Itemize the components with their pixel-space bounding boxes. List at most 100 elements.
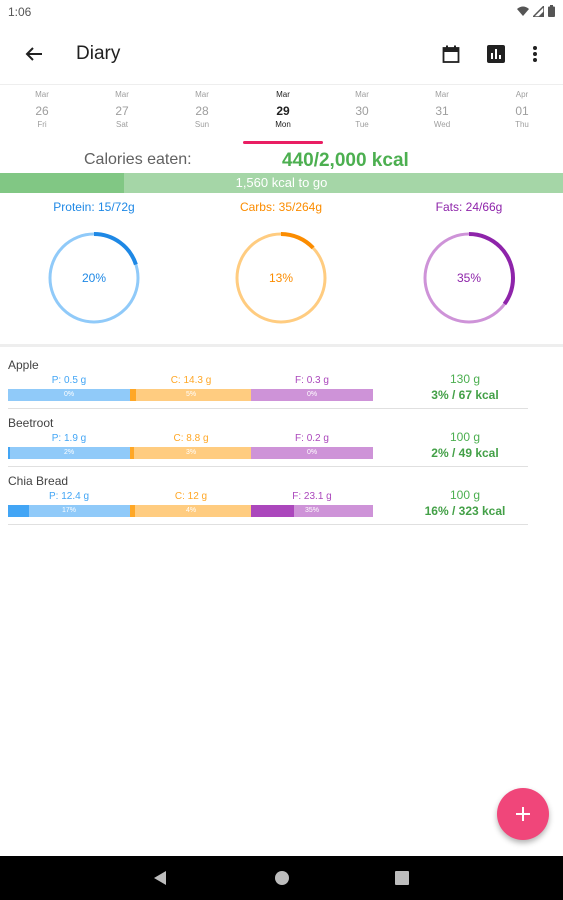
statistics-button[interactable] — [482, 40, 510, 68]
recents-square-icon — [395, 871, 409, 885]
date-weekday: Mon — [275, 120, 291, 129]
system-nav-bar — [0, 856, 563, 900]
date-cell-6[interactable]: Apr 01 Thu — [482, 87, 562, 145]
food-protein-text: P: 12.4 g — [48, 491, 90, 502]
status-time: 1:06 — [8, 5, 32, 19]
food-amount: 130 g — [449, 372, 481, 386]
food-protein-pct: 17% — [61, 507, 76, 514]
food-fats-pct: 0% — [306, 391, 318, 398]
food-protein-pct: 2% — [63, 449, 75, 456]
battery-icon — [548, 5, 555, 17]
date-weekday: Sat — [115, 120, 128, 129]
calories-progress-fill — [0, 173, 124, 193]
carbs-summary: Carbs: 35/264g 13% — [187, 200, 375, 326]
calendar-icon — [442, 45, 460, 63]
more-options-button[interactable] — [521, 40, 549, 68]
date-weekday: Tue — [355, 120, 369, 129]
food-protein-fill — [8, 505, 29, 517]
food-carbs-fill — [130, 389, 137, 401]
food-kcal: 3% / 67 kcal — [431, 388, 499, 402]
food-carbs-fill — [130, 447, 134, 459]
calories-progress-bar: 1,560 kcal to go — [0, 173, 563, 193]
food-row-apple[interactable]: Apple P: 0.5 g C: 14.3 g F: 0.3 g 0% 5% … — [0, 352, 563, 409]
carbs-ring: 13% — [235, 232, 327, 324]
food-name: Apple — [8, 358, 39, 372]
protein-percent: 20% — [82, 271, 106, 285]
date-cell-5[interactable]: Mar 31 Wed — [402, 87, 482, 145]
food-carbs-fill — [130, 505, 135, 517]
date-strip: Mar 26 Fri Mar 27 Sat Mar 28 Sun Mar 29 … — [0, 84, 563, 148]
food-fats-text: F: 0.2 g — [295, 433, 329, 444]
arrow-back-icon — [25, 47, 42, 61]
food-protein-fill — [8, 447, 11, 459]
food-fats-pct: 35% — [304, 507, 319, 514]
selected-date-indicator — [243, 141, 323, 144]
app-title: Diary — [76, 43, 121, 64]
fats-percent: 35% — [457, 271, 481, 285]
date-cell-selected[interactable]: Mar 29 Mon — [243, 87, 323, 145]
date-cell-2[interactable]: Mar 28 Sun — [162, 87, 242, 145]
nav-home-button[interactable] — [272, 868, 292, 888]
date-month: Mar — [115, 90, 129, 99]
fats-ring-progress — [423, 232, 515, 324]
date-day: 27 — [115, 104, 129, 118]
food-fats-bar: 0% — [251, 389, 373, 401]
food-amount: 100 g — [449, 430, 481, 444]
food-name: Beetroot — [8, 416, 54, 430]
date-day: 26 — [35, 104, 49, 118]
date-weekday: Wed — [433, 120, 451, 129]
date-month: Mar — [435, 90, 449, 99]
more-vert-icon — [533, 46, 537, 62]
section-divider — [0, 344, 563, 347]
date-weekday: Sun — [194, 120, 210, 129]
calories-remaining: 1,560 kcal to go — [235, 175, 328, 190]
food-amount: 100 g — [449, 488, 481, 502]
protein-ring-progress — [48, 232, 140, 324]
back-button[interactable] — [20, 40, 48, 68]
food-protein-bar: 17% — [8, 505, 130, 517]
food-row-beetroot[interactable]: Beetroot P: 1.9 g C: 8.8 g F: 0.2 g 2% 3… — [0, 410, 563, 467]
calories-value: 440/2,000 kcal — [282, 150, 409, 171]
date-day: 30 — [355, 104, 369, 118]
food-name: Chia Bread — [8, 474, 69, 488]
fats-label: Fats: 24/66g — [435, 200, 503, 214]
food-fats-text: F: 23.1 g — [292, 491, 332, 502]
food-carbs-text: C: 8.8 g — [173, 433, 209, 444]
food-protein-bar: 0% — [8, 389, 130, 401]
protein-ring: 20% — [48, 232, 140, 324]
calendar-button[interactable] — [437, 40, 465, 68]
date-cell-4[interactable]: Mar 30 Tue — [322, 87, 402, 145]
row-divider — [8, 466, 528, 467]
back-triangle-icon — [154, 871, 166, 885]
row-divider — [8, 408, 528, 409]
status-icons — [517, 5, 555, 17]
food-kcal: 2% / 49 kcal — [431, 446, 499, 460]
food-fats-bar: 35% — [251, 505, 373, 517]
food-protein-pct: 0% — [63, 391, 75, 398]
food-protein-text: P: 1.9 g — [51, 433, 87, 444]
food-carbs-text: C: 14.3 g — [170, 375, 212, 386]
food-carbs-bar: 3% — [130, 447, 252, 459]
date-day: 31 — [435, 104, 449, 118]
carbs-label: Carbs: 35/264g — [239, 200, 323, 214]
date-day: 01 — [515, 104, 529, 118]
date-cell-1[interactable]: Mar 27 Sat — [82, 87, 162, 145]
food-fats-text: F: 0.3 g — [295, 375, 329, 386]
carbs-ring-progress — [235, 232, 327, 324]
add-food-button[interactable] — [497, 788, 549, 840]
wifi-icon — [517, 6, 529, 16]
food-fats-fill — [251, 505, 294, 517]
row-divider — [8, 524, 528, 525]
food-row-chia-bread[interactable]: Chia Bread P: 12.4 g C: 12 g F: 23.1 g 1… — [0, 468, 563, 525]
carbs-percent: 13% — [269, 271, 293, 285]
food-fats-bar: 0% — [251, 447, 373, 459]
date-month: Mar — [355, 90, 369, 99]
food-protein-text: P: 0.5 g — [51, 375, 87, 386]
food-carbs-text: C: 12 g — [174, 491, 208, 502]
food-carbs-bar: 5% — [130, 389, 252, 401]
nav-back-button[interactable] — [150, 868, 170, 888]
food-kcal: 16% / 323 kcal — [424, 504, 506, 518]
nav-recents-button[interactable] — [392, 868, 412, 888]
date-day: 29 — [276, 104, 290, 118]
date-cell-0[interactable]: Mar 26 Fri — [2, 87, 82, 145]
